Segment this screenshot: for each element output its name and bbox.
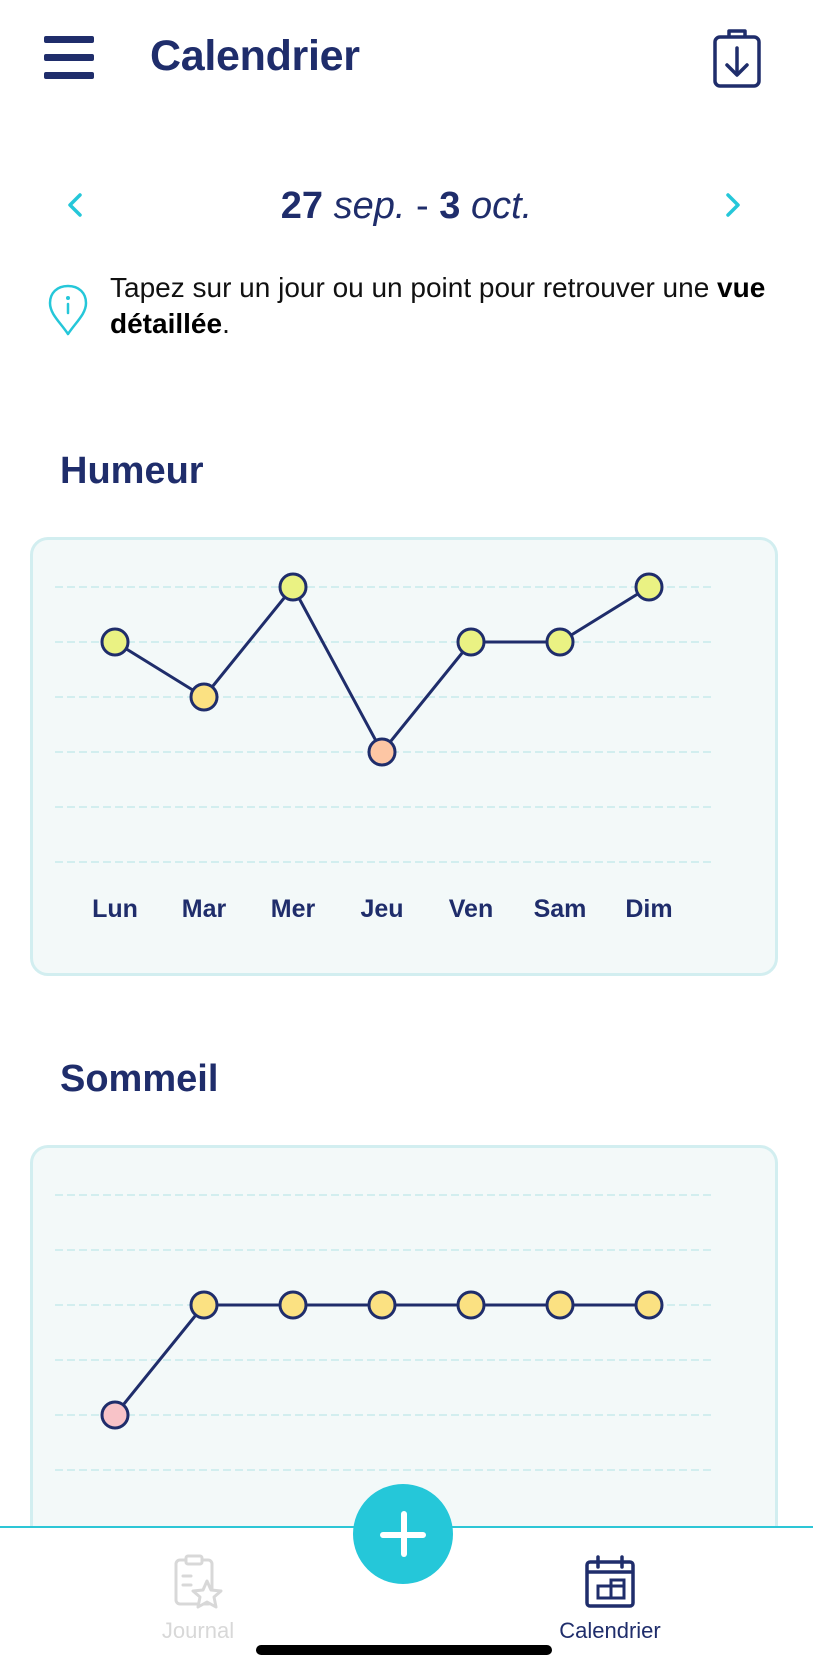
x-tick-label[interactable]: Ven <box>449 895 493 923</box>
series-line <box>114 585 650 754</box>
x-tick-label[interactable]: Dim <box>625 895 672 923</box>
mood-section-title: Humeur <box>60 450 204 492</box>
data-point-ven[interactable] <box>456 627 486 657</box>
add-entry-button[interactable] <box>353 1484 453 1584</box>
data-point-jeu[interactable] <box>367 1290 397 1320</box>
data-point-dim[interactable] <box>634 1290 664 1320</box>
data-point-mar[interactable] <box>189 682 219 712</box>
chevron-left-icon <box>68 193 82 217</box>
chevron-right-icon <box>726 193 740 217</box>
x-tick-label[interactable]: Mar <box>182 895 227 923</box>
tab-calendar[interactable]: Calendrier <box>510 1554 710 1654</box>
clipboard-download-icon <box>713 29 761 88</box>
data-point-mar[interactable] <box>189 1290 219 1320</box>
info-hint: Tapez sur un jour ou un point pour retro… <box>46 270 786 350</box>
previous-week-button[interactable] <box>60 189 90 221</box>
tab-journal[interactable]: Journal <box>98 1554 298 1654</box>
page-title: Calendrier <box>150 32 360 80</box>
data-point-sam[interactable] <box>545 627 575 657</box>
sleep-chart[interactable] <box>33 1148 775 1622</box>
info-text: Tapez sur un jour ou un point pour retro… <box>110 272 766 339</box>
app-header: Calendrier <box>0 0 813 120</box>
week-navigator: 27 sep. - 3 oct. <box>0 175 813 235</box>
week-range-label: 27 sep. - 3 oct. <box>280 185 533 227</box>
data-point-ven[interactable] <box>456 1290 486 1320</box>
tab-calendar-label: Calendrier <box>559 1618 661 1643</box>
x-tick-label[interactable]: Lun <box>92 895 138 923</box>
mood-chart-card[interactable]: Lun Mar Mer Jeu Ven Sam Dim <box>30 537 778 976</box>
x-tick-label[interactable]: Sam <box>534 895 587 923</box>
export-download-button[interactable] <box>712 28 762 88</box>
tab-journal-label: Journal <box>161 1618 235 1643</box>
sleep-section-title: Sommeil <box>60 1058 219 1100</box>
data-point-dim[interactable] <box>634 572 664 602</box>
data-point-sam[interactable] <box>545 1290 575 1320</box>
data-point-jeu[interactable] <box>367 737 397 767</box>
data-point-mer[interactable] <box>278 1290 308 1320</box>
x-tick-label[interactable]: Jeu <box>360 895 403 923</box>
calendar-icon <box>585 1555 635 1608</box>
mood-chart[interactable]: Lun Mar Mer Jeu Ven Sam Dim <box>33 540 775 973</box>
data-point-mer[interactable] <box>278 572 308 602</box>
info-pin-icon <box>48 284 88 336</box>
home-indicator <box>256 1645 552 1655</box>
x-tick-label[interactable]: Mer <box>271 895 316 923</box>
next-week-button[interactable] <box>718 189 748 221</box>
data-point-lun[interactable] <box>100 1400 130 1430</box>
journal-clipboard-star-icon <box>174 1554 223 1609</box>
data-point-lun[interactable] <box>100 627 130 657</box>
hamburger-menu-icon[interactable] <box>44 34 94 80</box>
